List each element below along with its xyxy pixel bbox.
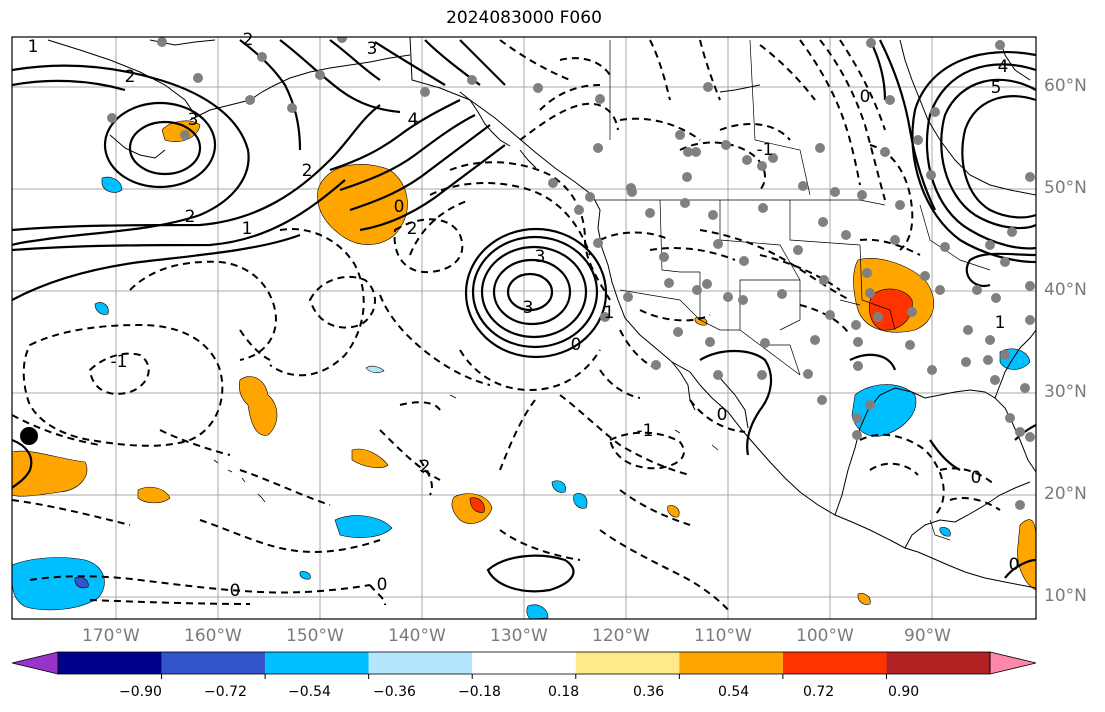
lat-label: 50°N [1044,178,1087,198]
contour-label: 0 [717,405,728,425]
orange-area [857,593,871,605]
colorbar-tick-label: 0.90 [888,684,920,700]
map-frame [11,36,1037,620]
islands [213,394,719,503]
black-marker [20,427,38,445]
contour-label: 2 [302,161,313,181]
lat-label: 10°N [1044,586,1087,606]
lon-label: 150°W [286,626,344,646]
blue-area [334,515,393,538]
contour-label: 4 [998,57,1009,77]
orange-area [667,505,680,518]
contour-label: 3 [188,110,199,130]
contour-label: 2 [420,457,431,477]
lon-label: 160°W [184,626,242,646]
contour-label: 3 [535,247,546,267]
light-blue-area [365,365,385,373]
orange-area [351,448,389,469]
lon-label: 170°W [82,626,140,646]
contour-label: 0 [971,468,982,488]
contour-label: 2 [185,207,196,227]
blue-area [939,527,951,537]
contour-label: 0 [571,335,582,355]
contour-label: -1 [757,140,774,160]
colorbar-extend-high [989,651,1037,675]
orange-area [451,493,493,524]
contour-label: 0 [230,581,241,601]
contour-label: 1 [28,37,39,57]
colorbar-frame [57,651,991,675]
lat-label: 30°N [1044,382,1087,402]
contour-label: 2 [407,219,418,239]
lat-label: 20°N [1044,484,1087,504]
colorbar-tick-label: −0.36 [373,684,416,700]
colorbar-swatch [886,652,990,674]
solid-contours [12,39,1036,593]
contour-label: -1 [111,352,128,372]
colorbar-swatch [58,652,162,674]
contour-label: 1 [242,219,253,239]
colorbar-swatch [679,652,783,674]
contour-label: 4 [408,110,419,130]
contour-label: 0 [377,575,388,595]
contour-label: 1 [995,313,1006,333]
blue-area [12,557,105,611]
colorbar-swatch [161,652,266,674]
station-dots [107,37,1035,510]
colorbar-extend-low [11,651,59,675]
colorbar-swatch [265,652,369,674]
colorbar-tick-label: 0.72 [803,684,835,700]
colorbar-tick-label: 0.54 [718,684,750,700]
contour-label: 3 [367,39,378,59]
colorbar-swatch [368,652,473,674]
colorbar-tick-label: −0.54 [288,684,331,700]
contour-label: 1 [604,303,615,323]
blue-area [299,571,311,580]
contour-label: 0 [394,197,405,217]
blue-area [551,480,566,493]
contour-label: 3 [523,298,534,318]
orange-area [238,376,278,436]
lon-label: 90°W [904,626,951,646]
lon-label: 120°W [592,626,650,646]
colorbar-tick-label: −0.90 [119,684,162,700]
lon-label: 100°W [796,626,854,646]
blue-area [101,176,123,193]
map-title: 2024083000 F060 [446,8,602,28]
colorbar-tick-label: −0.72 [204,684,247,700]
blue-area [573,493,588,509]
dashed-contours [12,39,1001,613]
orange-area [137,486,171,504]
blue-area [851,384,917,437]
colorbar-swatch [575,652,680,674]
contour-label: -1 [637,421,654,441]
contour-label: 0 [860,87,871,107]
contour-label: 0 [1009,555,1020,575]
contour-label: 2 [243,30,254,50]
contour-label: 2 [125,67,136,87]
red-area [469,497,485,513]
colorbar-swatch [472,652,576,674]
orange-area [1017,519,1036,591]
lat-label: 60°N [1044,76,1087,96]
colorbar-swatch [782,652,887,674]
lon-label: 140°W [388,626,446,646]
deep-blue-area [74,576,89,589]
lat-label: 40°N [1044,280,1087,300]
colorbar-tick-label: 0.18 [548,684,580,700]
blue-area [94,302,109,315]
lon-label: 110°W [694,626,752,646]
colorbar-tick-label: −0.18 [458,684,501,700]
contour-label: 5 [991,78,1002,98]
colorbar-tick-label: 0.36 [633,684,665,700]
lon-label: 130°W [490,626,548,646]
